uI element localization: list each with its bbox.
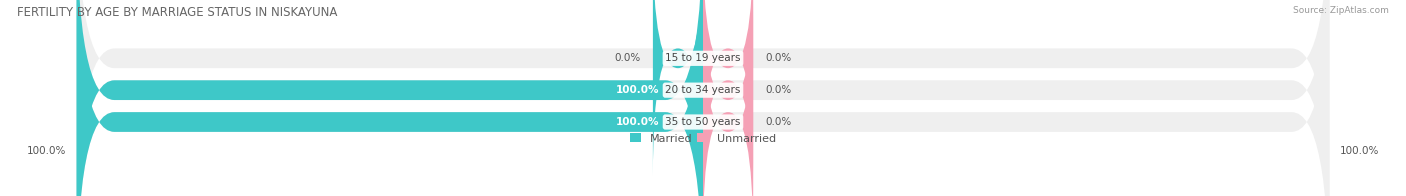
- FancyBboxPatch shape: [77, 0, 1329, 196]
- Text: 0.0%: 0.0%: [614, 53, 640, 63]
- Text: 100.0%: 100.0%: [1340, 146, 1379, 156]
- FancyBboxPatch shape: [77, 0, 1329, 196]
- Text: 0.0%: 0.0%: [766, 85, 792, 95]
- Legend: Married, Unmarried: Married, Unmarried: [630, 133, 776, 144]
- Text: 20 to 34 years: 20 to 34 years: [665, 85, 741, 95]
- FancyBboxPatch shape: [77, 0, 703, 196]
- Text: Source: ZipAtlas.com: Source: ZipAtlas.com: [1294, 6, 1389, 15]
- FancyBboxPatch shape: [77, 0, 1329, 196]
- Text: FERTILITY BY AGE BY MARRIAGE STATUS IN NISKAYUNA: FERTILITY BY AGE BY MARRIAGE STATUS IN N…: [17, 6, 337, 19]
- FancyBboxPatch shape: [703, 0, 754, 176]
- FancyBboxPatch shape: [703, 5, 754, 196]
- Text: 0.0%: 0.0%: [766, 117, 792, 127]
- FancyBboxPatch shape: [77, 0, 703, 196]
- FancyBboxPatch shape: [652, 0, 703, 176]
- Text: 35 to 50 years: 35 to 50 years: [665, 117, 741, 127]
- Text: 100.0%: 100.0%: [616, 117, 659, 127]
- Text: 0.0%: 0.0%: [766, 53, 792, 63]
- Text: 15 to 19 years: 15 to 19 years: [665, 53, 741, 63]
- FancyBboxPatch shape: [703, 0, 754, 196]
- Text: 100.0%: 100.0%: [616, 85, 659, 95]
- Text: 100.0%: 100.0%: [27, 146, 66, 156]
